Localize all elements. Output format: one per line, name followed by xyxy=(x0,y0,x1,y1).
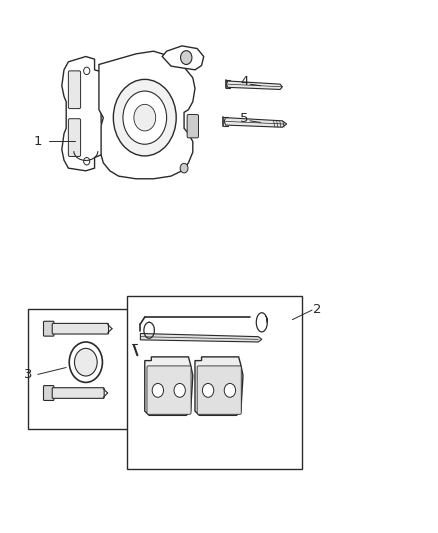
Circle shape xyxy=(84,158,90,165)
Polygon shape xyxy=(141,334,262,342)
Text: 5: 5 xyxy=(240,112,249,125)
Text: 1: 1 xyxy=(34,134,42,148)
Text: 2: 2 xyxy=(313,303,321,316)
Circle shape xyxy=(134,104,155,131)
Polygon shape xyxy=(145,357,193,415)
Circle shape xyxy=(74,349,97,376)
FancyBboxPatch shape xyxy=(147,366,191,414)
FancyBboxPatch shape xyxy=(68,119,81,157)
Polygon shape xyxy=(162,46,204,70)
Polygon shape xyxy=(62,56,106,171)
Polygon shape xyxy=(224,118,287,127)
Polygon shape xyxy=(99,51,195,179)
Circle shape xyxy=(180,164,188,173)
Circle shape xyxy=(174,383,185,397)
Circle shape xyxy=(180,51,192,64)
Bar xyxy=(127,296,302,469)
FancyBboxPatch shape xyxy=(43,385,54,400)
Circle shape xyxy=(224,383,236,397)
Circle shape xyxy=(202,383,214,397)
Text: 4: 4 xyxy=(240,75,248,88)
FancyBboxPatch shape xyxy=(52,324,109,334)
FancyBboxPatch shape xyxy=(43,321,54,336)
Circle shape xyxy=(123,91,166,144)
FancyBboxPatch shape xyxy=(197,366,241,414)
FancyBboxPatch shape xyxy=(52,387,104,398)
Polygon shape xyxy=(195,357,243,415)
Text: 3: 3 xyxy=(24,368,32,381)
Circle shape xyxy=(113,79,176,156)
Circle shape xyxy=(152,383,163,397)
Circle shape xyxy=(84,67,90,75)
FancyBboxPatch shape xyxy=(187,115,198,138)
Circle shape xyxy=(69,342,102,382)
FancyBboxPatch shape xyxy=(68,71,81,109)
Polygon shape xyxy=(226,81,283,90)
Bar xyxy=(28,309,144,429)
